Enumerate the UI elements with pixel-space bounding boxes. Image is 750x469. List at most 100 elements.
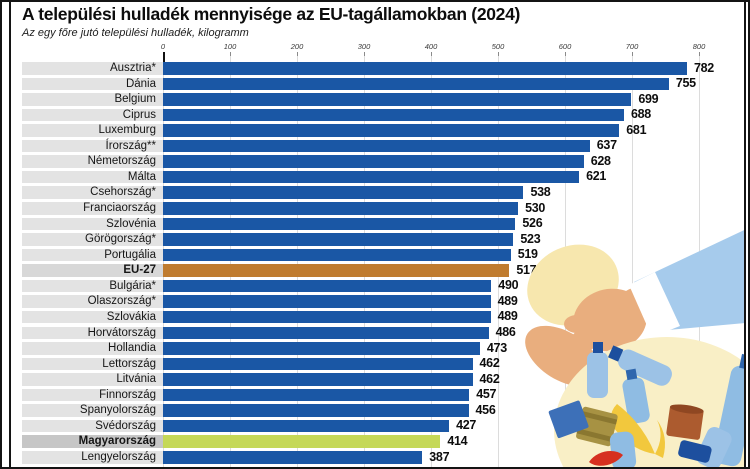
country-label: Ciprus [122, 108, 156, 121]
country-label: Dánia [125, 77, 156, 90]
country-label-bg: Ausztria* [22, 62, 163, 75]
bar-track: 523 [163, 232, 699, 246]
chart-frame: A települési hulladék mennyisége az EU-t… [9, 0, 746, 469]
bar [163, 264, 510, 277]
bar [163, 357, 473, 371]
tick-mark [699, 52, 700, 56]
chart-row: Csehország* 538 [22, 185, 742, 201]
bar [163, 108, 624, 122]
navy-flask-icon [678, 440, 712, 463]
gridline [431, 56, 432, 467]
bar [163, 310, 491, 324]
chart-row: Bulgária* 490 [22, 278, 742, 294]
bar [163, 77, 669, 91]
bar [163, 342, 480, 355]
country-label: Szlovénia [106, 217, 156, 230]
axis-tick-label: 400 [424, 42, 438, 51]
bar-track: 526 [163, 217, 699, 231]
plastic-bottle-icon [609, 431, 637, 467]
tick-mark [163, 52, 165, 62]
tick-mark [632, 52, 633, 56]
banana-peel-icon [655, 420, 665, 458]
country-label-bg: Svédország [22, 419, 163, 433]
country-label: Ausztria* [109, 62, 156, 74]
bar-track: 462 [163, 356, 699, 371]
bar-track: 473 [163, 341, 699, 355]
country-label: EU-27 [123, 264, 156, 277]
country-label-bg: Lengyelország [22, 451, 163, 464]
bar-track: 628 [163, 154, 699, 168]
bar [163, 326, 489, 340]
bar [163, 248, 511, 262]
gridline [163, 56, 164, 467]
value-label: 782 [693, 60, 714, 75]
bar [163, 93, 632, 106]
bar-track: 699 [163, 92, 699, 106]
bar-track: 681 [163, 122, 699, 137]
country-label-bg: Olaszország* [22, 295, 163, 308]
chart-row: Ausztria* 782 [22, 61, 742, 77]
chart-row: Szlovénia 526 [22, 216, 742, 232]
axis-tick-label: 700 [625, 42, 639, 51]
banana-peel-icon [610, 404, 655, 454]
value-label: 462 [479, 356, 500, 371]
country-label-bg: Finnország [22, 388, 163, 402]
gridline [364, 56, 365, 467]
gridline [297, 56, 298, 467]
bar-track: 637 [163, 139, 699, 153]
bar [163, 388, 470, 402]
country-label: Hollandia [108, 342, 156, 355]
country-label: Magyarország [78, 435, 156, 448]
value-label: 462 [479, 371, 500, 386]
bar-track: 414 [163, 434, 699, 448]
axis-tick-label: 200 [290, 42, 304, 51]
tick-mark [498, 52, 499, 56]
chart-row: Ciprus 688 [22, 107, 742, 123]
plastic-bottle-icon [608, 345, 672, 386]
country-label: Lettország [102, 357, 156, 370]
country-label-bg: Málta [22, 170, 163, 184]
country-label-bg: Franciaország [22, 202, 163, 215]
value-label: 519 [517, 247, 538, 262]
country-label: Írország** [105, 139, 157, 152]
chart-row: Magyarország 414 [22, 434, 742, 450]
bar-track: 519 [163, 247, 699, 262]
country-label-bg: Hollandia [22, 342, 163, 355]
tick-mark [364, 52, 365, 56]
country-label-bg: Horvátország [22, 326, 163, 340]
bar [163, 373, 473, 386]
chart-row: Németország 628 [22, 154, 742, 170]
value-label: 489 [497, 309, 518, 324]
chart-row: Olaszország* 489 [22, 294, 742, 310]
bar-track: 489 [163, 309, 699, 324]
country-label: Portugália [104, 248, 156, 261]
chart-row: Írország** 637 [22, 138, 742, 154]
axis-tick-label: 0 [160, 42, 166, 51]
country-label: Málta [127, 170, 156, 183]
country-label: Bulgária* [109, 279, 156, 292]
axis-tick-label: 100 [223, 42, 237, 51]
value-label: 755 [675, 76, 696, 91]
value-label: 530 [525, 200, 546, 215]
chart-subtitle: Az egy főre jutó települési hulladék, ki… [22, 27, 249, 39]
country-label-bg: Magyarország [22, 435, 163, 448]
country-label-bg: Ciprus [22, 108, 163, 122]
value-label: 681 [626, 122, 647, 137]
country-label-bg: Litvánia [22, 373, 163, 386]
carton-icon [548, 400, 589, 439]
country-label-bg: Szlovénia [22, 217, 163, 231]
chart-row: Luxemburg 681 [22, 123, 742, 139]
chart-row: Dánia 755 [22, 76, 742, 92]
bar [163, 295, 491, 308]
bar-track: 688 [163, 108, 699, 122]
bar [163, 124, 620, 137]
bar-track: 489 [163, 294, 699, 308]
country-label: Szlovákia [106, 310, 156, 323]
partial-next-row [22, 465, 742, 467]
bar [163, 186, 524, 199]
country-label: Olaszország* [87, 295, 156, 308]
tick-mark [297, 52, 298, 56]
country-label-bg: Luxemburg [22, 124, 163, 137]
country-label: Svédország [95, 419, 156, 432]
